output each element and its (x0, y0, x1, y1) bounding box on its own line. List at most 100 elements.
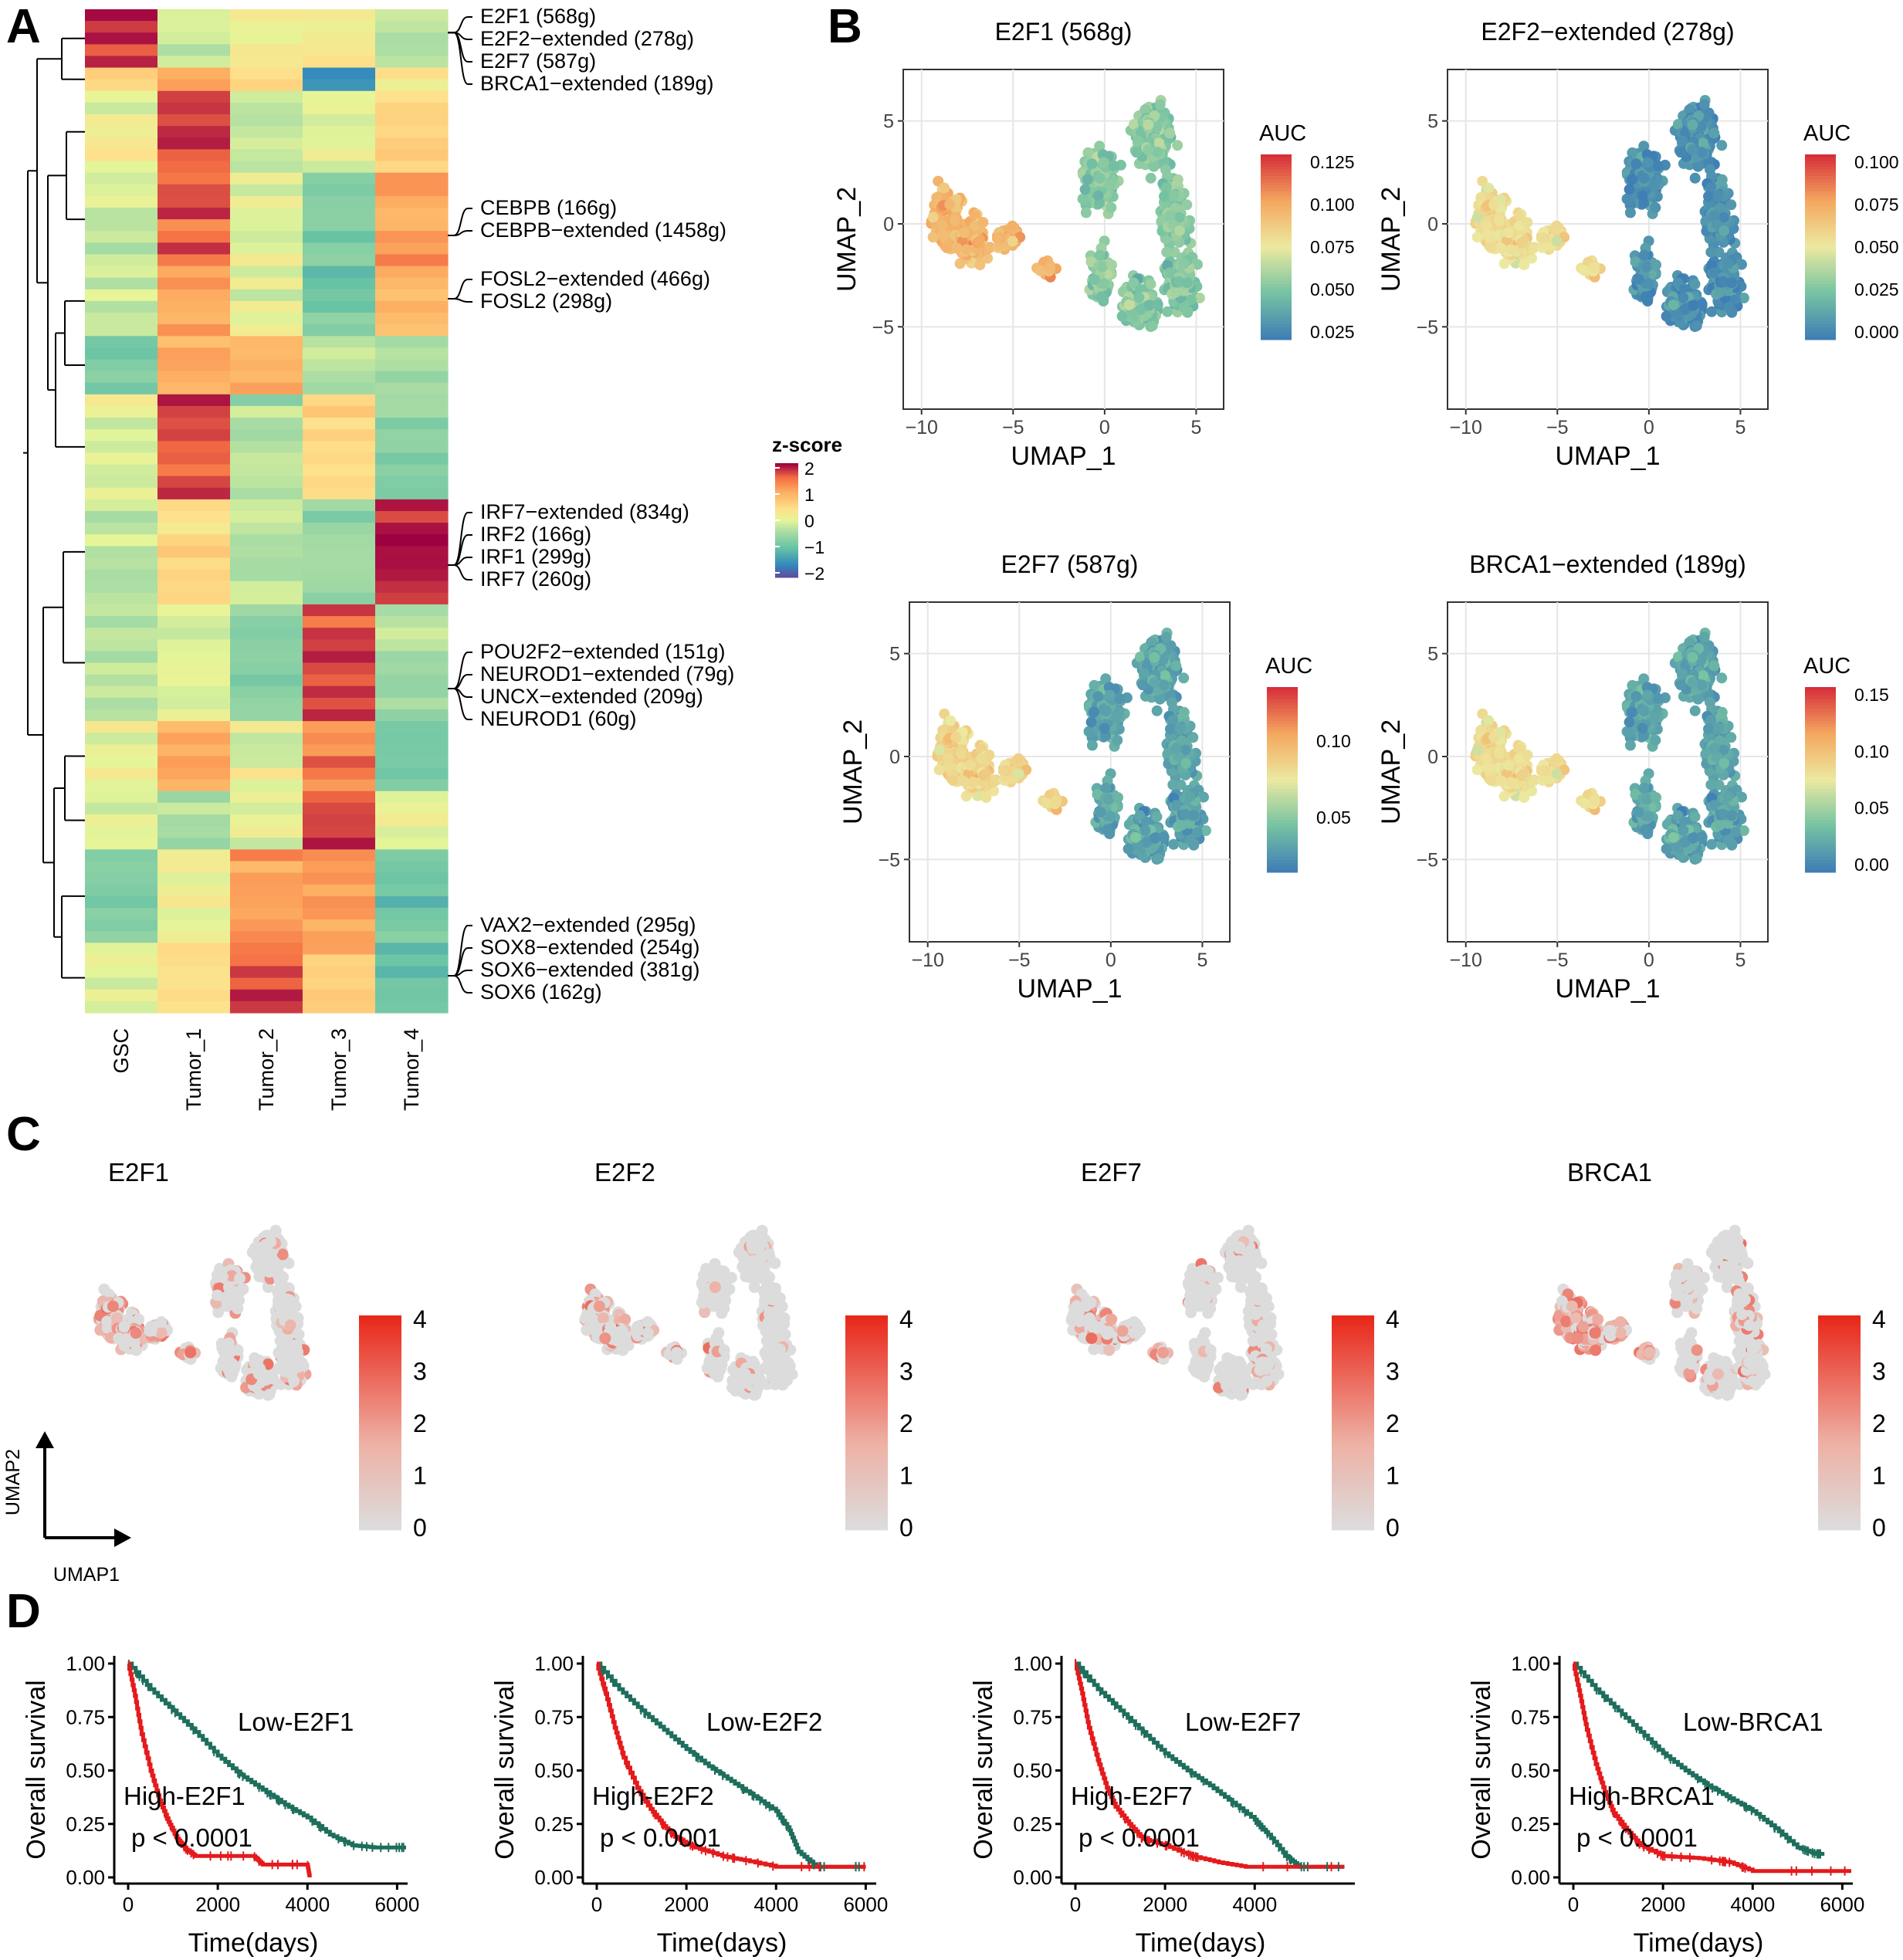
heatmap-cell (157, 32, 231, 45)
heatmap-row-label: SOX6−extended (381g) (480, 958, 699, 981)
heatmap-cell (303, 989, 376, 1002)
heatmap-cell (303, 931, 376, 943)
zscore-legend-swatch (775, 530, 798, 533)
auc-point (1650, 201, 1661, 213)
heatmap-cell (230, 838, 303, 850)
heatmap-cell (303, 441, 376, 454)
colorbar-title: AUC (1259, 121, 1306, 146)
auc-point (1102, 824, 1113, 835)
colorbar-swatch (1261, 256, 1292, 260)
heatmap-row-label: NEUROD1 (60g) (480, 707, 637, 730)
heatmap-cell (303, 371, 376, 384)
heatmap-cell (375, 814, 449, 827)
auc-point (939, 182, 950, 194)
colorbar-swatch (1805, 157, 1836, 161)
heatmap-cell (303, 943, 376, 956)
colorbar-swatch (1267, 869, 1298, 873)
heatmap-cell (303, 721, 376, 733)
colorbar-swatch (1261, 204, 1292, 208)
colorbar-swatch (1267, 854, 1298, 858)
heatmap-cell (375, 79, 449, 92)
zscore-legend-swatch (775, 489, 798, 493)
heatmap-cell (375, 476, 449, 489)
colorbar-label: 0.100 (1854, 152, 1899, 172)
heatmap-cell (157, 161, 231, 174)
heatmap-cell (85, 721, 158, 733)
auc-point (1184, 790, 1196, 802)
heatmap-cell (303, 674, 376, 687)
auc-point (1085, 726, 1095, 738)
auc-point (950, 731, 962, 743)
auc-point (944, 198, 956, 210)
zscore-legend-swatch (775, 526, 798, 529)
colorbar-swatch (1267, 758, 1298, 762)
colorbar-swatch (1261, 176, 1292, 180)
auc-point (1095, 291, 1107, 303)
auc-point (1519, 259, 1530, 271)
auc-point (1092, 691, 1104, 702)
heatmap-cell (157, 394, 231, 407)
colorbar-swatch (1805, 321, 1836, 325)
colorbar-swatch (1805, 318, 1836, 322)
heatmap-cell (230, 277, 303, 290)
zscore-legend-swatch (775, 541, 798, 544)
auc-point (1589, 262, 1600, 274)
heatmap-cell (85, 523, 158, 535)
heatmap-cell (157, 67, 231, 80)
heatmap-cell (157, 592, 231, 605)
heatmap-cell (85, 966, 158, 979)
heatmap-cell (157, 149, 231, 162)
colorbar-swatch (1805, 337, 1836, 340)
heatmap-row-label: IRF7 (260g) (480, 567, 591, 591)
row-label-leader (448, 688, 472, 720)
heatmap-cell (157, 184, 231, 197)
heatmap-cell (303, 884, 376, 897)
colorbar-label: 0.000 (1854, 322, 1899, 342)
heatmap-cell (230, 872, 303, 885)
heatmap-cell (375, 919, 449, 932)
heatmap-cell (230, 662, 303, 675)
colorbar-swatch (1805, 250, 1836, 254)
auc-point (1696, 147, 1708, 158)
heatmap-cell (230, 943, 303, 956)
heatmap-cell (230, 989, 303, 1002)
heatmap-cell (303, 464, 376, 477)
colorbar-swatch (1805, 327, 1836, 331)
colorbar-swatch (1805, 275, 1836, 279)
colorbar-swatch (1261, 201, 1292, 205)
auc-point (1123, 299, 1135, 310)
auc-point (1104, 180, 1116, 191)
colorbar-swatch (1267, 841, 1298, 845)
auc-point (1689, 172, 1701, 184)
auc-point (1137, 679, 1149, 691)
zscore-legend-label: −1 (804, 537, 825, 557)
colorbar-swatch (1267, 780, 1298, 784)
auc-point (1103, 794, 1115, 805)
auc-point (1114, 693, 1126, 705)
auc-point (1687, 144, 1698, 155)
colorbar-swatch (1805, 176, 1836, 180)
row-label-leader (448, 564, 472, 581)
heatmap-cell (85, 102, 158, 115)
heatmap-cell (157, 569, 231, 582)
colorbar-swatch (1261, 228, 1292, 232)
heatmap-cell (230, 44, 303, 57)
zscore-legend-swatch (775, 567, 798, 570)
colorbar-swatch (1805, 303, 1836, 306)
auc-point (1630, 158, 1642, 170)
y-tick-label: −5 (878, 849, 900, 871)
heatmap-cell (230, 884, 303, 897)
auc-plot-title: E2F2−extended (278g) (1481, 18, 1734, 46)
heatmap-cell (303, 161, 376, 174)
auc-point (997, 765, 1009, 777)
auc-point (1160, 631, 1172, 643)
x-tick-label: −5 (1002, 417, 1024, 438)
heatmap-cell (157, 476, 231, 489)
colorbar-swatch (1805, 269, 1836, 273)
colorbar-swatch (1267, 743, 1298, 746)
heatmap-cell (85, 371, 158, 384)
heatmap-cell (85, 931, 158, 943)
heatmap-cell (230, 931, 303, 943)
auc-point (1675, 147, 1687, 158)
auc-point (961, 244, 973, 256)
